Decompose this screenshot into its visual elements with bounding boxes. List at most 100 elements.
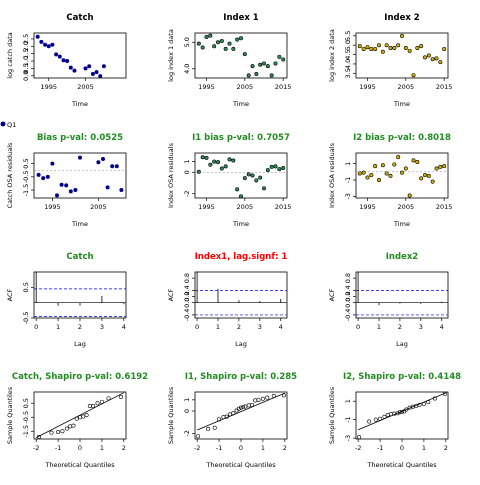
panel-2-point	[212, 44, 217, 49]
panel-2-y-tick-label: 5.0	[183, 37, 191, 47]
panel-12-y-axis-title: Sample Quantiles	[328, 386, 336, 444]
panel-8-frame	[194, 271, 288, 319]
panel-10-point	[60, 429, 65, 434]
panel-8-title: Index1, lag.signf: 1	[195, 252, 288, 262]
legend-marker	[0, 121, 6, 127]
panel-9-y-tick-label: 0.0	[344, 297, 352, 307]
panel-3-x-tick-label: 1995	[359, 83, 376, 91]
panel-11-point	[243, 404, 248, 409]
panel-12-x-tick-label: 2	[444, 444, 448, 452]
legend-label: Q1	[7, 121, 16, 129]
panel-6-point	[369, 173, 374, 178]
panel-10-point	[64, 426, 69, 431]
panel-10-x-tick-label: 2	[122, 444, 126, 452]
panel-7-frame	[33, 271, 127, 319]
panel-9-y-axis-title: ACF	[328, 288, 336, 301]
panel-5-x-tick-label: 2015	[275, 203, 292, 211]
panel-11-point	[231, 411, 236, 416]
panel-5-point	[200, 155, 205, 160]
panel-5-point	[223, 164, 228, 169]
panel-2-x-tick-label: 1995	[198, 83, 215, 91]
panel-4-point	[64, 183, 69, 188]
panel-10-point	[71, 423, 76, 428]
panel-8-y-tick-label: -0.4	[183, 309, 191, 322]
panel-4-point	[59, 182, 64, 187]
panel-4-y-tick-label: 0.5	[22, 158, 30, 168]
panel-10-y-tick-label: -1.5	[22, 425, 30, 438]
panel-9-y-tick-label: 0.4	[344, 285, 352, 295]
panel-2-point	[227, 41, 232, 46]
panel-5-point	[216, 160, 221, 165]
panel-3-y-tick-label: 5.0	[344, 40, 352, 50]
panel-6-point	[430, 179, 435, 184]
panel-5-point	[219, 166, 224, 171]
panel-1-x-axis-title: Time	[71, 100, 88, 108]
panel-6-x-axis-title: Time	[393, 220, 410, 228]
panel-4-point	[78, 155, 83, 160]
panel-6-point	[422, 173, 427, 178]
panel-12-point	[399, 409, 404, 414]
panel-9-x-tick-label: 3	[419, 323, 423, 331]
panel-10-x-tick-label: 1	[100, 444, 104, 452]
panel-11-point	[246, 403, 251, 408]
panel-3-y-tick-label: 4.0	[344, 59, 352, 69]
panel-3-y-tick-label: 4.5	[344, 49, 352, 59]
panel-3-point	[403, 45, 408, 50]
panel-3-frame	[355, 32, 449, 79]
panel-1-point	[65, 59, 70, 64]
panel-3-point	[422, 55, 427, 60]
panel-11-x-axis-title: Theoretical Quantiles	[205, 461, 276, 469]
panel-1-point	[35, 34, 40, 39]
panel-6-point	[426, 173, 431, 178]
panel-2-point	[196, 41, 201, 46]
panel-6-frame	[355, 152, 449, 199]
panel-2-x-tick-label: 2005	[237, 83, 254, 91]
panel-11-point	[249, 402, 254, 407]
panel-1-x-tick-label: 2005	[77, 83, 94, 91]
panel-1-y-tick-label: 2.0	[22, 41, 30, 51]
panel-6-point	[357, 171, 362, 176]
panel-10-point	[37, 434, 42, 439]
panel-5-x-tick-label: 1995	[198, 203, 215, 211]
panel-6-y-axis-title: Index OSA residuals	[328, 142, 336, 208]
panel-2-x-axis-title: Time	[232, 100, 249, 108]
panel-9-title: Index2	[386, 252, 419, 262]
panel-5-y-tick-label: 0	[183, 170, 191, 174]
panel-10-y-tick-label: 0.5	[22, 398, 30, 408]
panel-4-point	[101, 156, 106, 161]
panel-4-y-axis-title: Catch OSA residuals	[6, 142, 14, 208]
panel-12-frame	[355, 391, 449, 440]
panel-1-point	[90, 72, 95, 77]
panel-1-point	[57, 54, 62, 59]
panel-6-x-tick-label: 1995	[359, 203, 376, 211]
panel-11-point	[239, 405, 244, 410]
panel-3-y-tick-label: 3.5	[344, 68, 352, 78]
panel-11-title: I1, Shapiro p-val: 0.285	[185, 372, 297, 382]
panel-4-point	[96, 160, 101, 165]
panel-11-x-tick-label: 1	[261, 444, 265, 452]
panel-10-point	[91, 404, 96, 409]
panel-12-point	[397, 410, 402, 415]
panel-9-x-tick-label: 0	[356, 323, 360, 331]
panel-4-x-tick-label: 1995	[44, 203, 61, 211]
panel-11-y-tick-label: 0	[183, 409, 191, 413]
panel-12-x-tick-label: -2	[355, 444, 361, 452]
panel-12-point	[421, 401, 426, 406]
panel-5-point	[235, 187, 240, 192]
panel-8-x-axis-title: Lag	[235, 340, 247, 348]
panel-12-title: I2, Shapiro p-val: 0.4148	[343, 372, 461, 382]
panel-11-point	[271, 393, 276, 398]
panel-5-point	[258, 175, 263, 180]
panel-1-point	[39, 39, 44, 44]
panel-5-x-tick-label: 2005	[237, 203, 254, 211]
panel-2-x-tick-label: 2015	[275, 83, 292, 91]
panel-2-point	[281, 57, 286, 62]
panel-2-title: Index 1	[223, 13, 259, 23]
panel-7-x-tick-label: 2	[78, 323, 82, 331]
panel-10-x-tick-label: -2	[33, 444, 39, 452]
panel-6-y-tick-label: -3	[344, 193, 352, 199]
panel-10-y-axis-title: Sample Quantiles	[6, 386, 14, 444]
panel-8-x-tick-label: 0	[195, 323, 199, 331]
